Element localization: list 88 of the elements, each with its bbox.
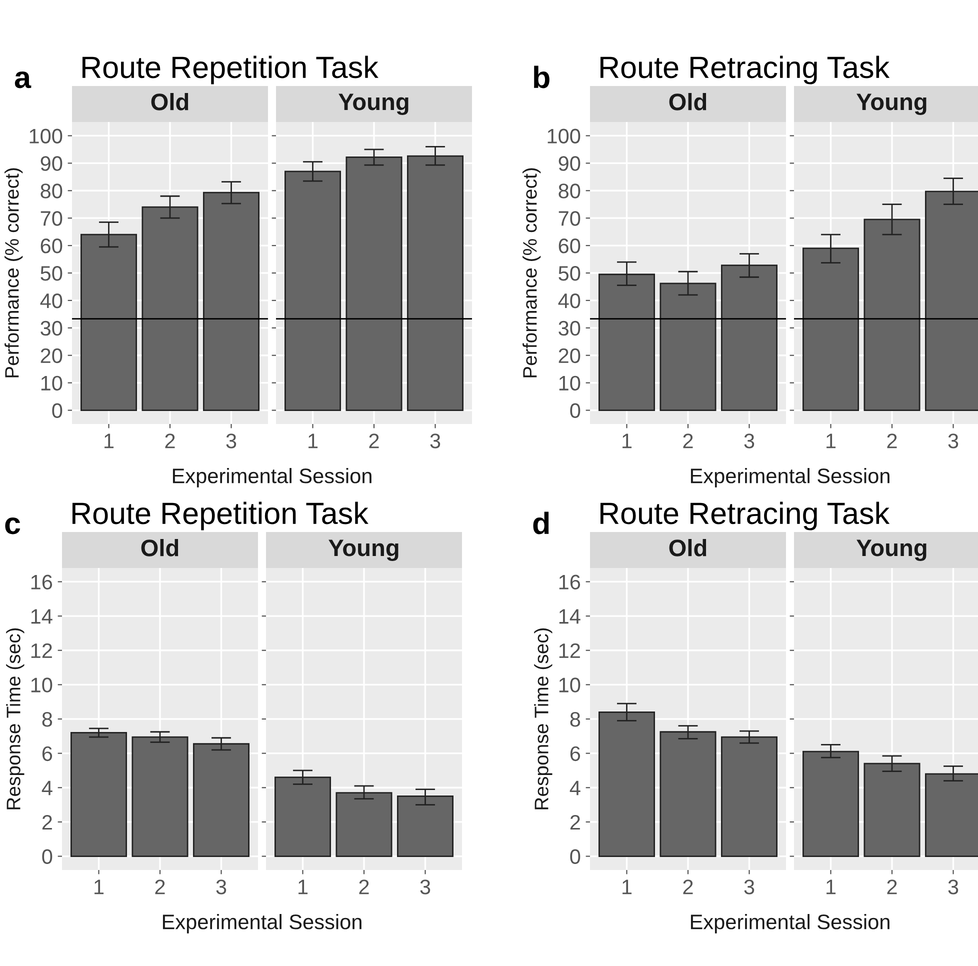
y-tick-label: 16	[31, 574, 52, 590]
x-tick-label: 1	[308, 434, 318, 448]
y-axis-title: Response Time (sec)	[534, 628, 552, 810]
x-tick-label: 3	[420, 880, 430, 894]
y-tick-label: 4	[42, 780, 52, 796]
text: Route Repetition Task	[82, 56, 378, 84]
y-tick-label: 100	[548, 128, 580, 144]
y-tick-label: 50	[558, 266, 580, 281]
x-tick-label: 2	[165, 434, 175, 448]
x-tick-label: 1	[622, 434, 632, 448]
x-tick-label: 3	[744, 880, 754, 894]
text: b	[534, 66, 550, 88]
y-tick-label: 12	[559, 643, 580, 658]
y-tick-label: 14	[559, 609, 580, 624]
y-tick-label: 30	[558, 320, 580, 336]
x-axis-title: Experimental Session	[172, 468, 372, 488]
chart-title: Young	[338, 94, 408, 116]
y-tick-label: 40	[558, 293, 580, 308]
x-tick-label: 3	[216, 880, 226, 894]
y-tick-label: 6	[42, 746, 52, 762]
text: Route Repetition Task	[72, 502, 368, 530]
y-tick-label: 10	[41, 376, 62, 391]
x-tick-label: 3	[226, 434, 236, 448]
x-tick-label: 3	[430, 434, 440, 448]
y-tick-label: 10	[559, 376, 580, 391]
y-tick-label: 60	[40, 238, 62, 254]
x-tick-label: 1	[826, 434, 836, 448]
y-tick-label: 30	[40, 320, 62, 336]
x-axis-title: Experimental Session	[690, 914, 890, 934]
y-axis-title: Response Time (sec)	[6, 628, 24, 810]
x-tick-label: 2	[683, 434, 693, 448]
y-tick-label: 8	[570, 712, 580, 727]
y-tick-label: 12	[31, 643, 52, 658]
x-tick-label: 2	[369, 434, 379, 448]
y-tick-label: 4	[570, 780, 580, 796]
x-tick-label: 3	[948, 434, 958, 448]
y-tick-label: 80	[558, 184, 580, 198]
y-tick-label: 80	[40, 184, 62, 198]
y-tick-label: 8	[42, 712, 52, 727]
x-tick-label: 2	[887, 434, 897, 448]
chart-title: Young	[856, 94, 926, 116]
x-tick-label: 1	[94, 880, 104, 894]
text: a	[14, 71, 32, 88]
y-tick-label: 60	[558, 238, 580, 254]
y-tick-label: 90	[40, 156, 62, 171]
y-tick-label: 16	[559, 574, 580, 590]
y-axis-title: Performance (% correct)	[522, 168, 541, 378]
y-tick-label: 0	[570, 403, 580, 418]
x-tick-label: 1	[622, 880, 632, 894]
x-tick-label: 1	[104, 434, 114, 448]
x-tick-label: 3	[744, 434, 754, 448]
y-tick-label: 10	[31, 678, 52, 692]
text: d	[533, 512, 549, 534]
y-tick-label: 0	[570, 849, 580, 864]
chart-title: Young	[328, 540, 398, 562]
text: c	[5, 517, 20, 534]
y-tick-label: 70	[40, 211, 62, 226]
y-axis-title: Performance (% correct)	[4, 168, 23, 378]
chart-title: Old	[141, 538, 178, 556]
y-tick-label: 90	[558, 156, 580, 171]
y-tick-label: 20	[558, 348, 580, 364]
y-tick-label: 2	[570, 814, 580, 830]
y-tick-label: 6	[570, 746, 580, 762]
y-tick-label: 70	[558, 211, 580, 226]
y-tick-label: 100	[30, 128, 62, 144]
chart-title: Old	[669, 92, 706, 110]
x-axis-title: Experimental Session	[690, 468, 890, 488]
text: Route Retracing Task	[600, 56, 890, 84]
text: Route Retracing Task	[600, 502, 890, 530]
x-tick-label: 3	[948, 880, 958, 894]
chart-title: Old	[669, 538, 706, 556]
y-tick-label: 40	[40, 293, 62, 308]
x-tick-label: 2	[359, 880, 369, 894]
y-tick-label: 20	[40, 348, 62, 364]
x-tick-label: 2	[683, 880, 693, 894]
y-tick-label: 10	[559, 678, 580, 692]
chart-title: Young	[856, 540, 926, 562]
x-axis-title: Experimental Session	[162, 914, 362, 934]
y-tick-label: 0	[42, 849, 52, 864]
x-tick-label: 1	[826, 880, 836, 894]
y-tick-label: 0	[52, 403, 62, 418]
y-tick-label: 14	[31, 609, 52, 624]
y-tick-label: 2	[42, 814, 52, 830]
y-tick-label: 50	[40, 266, 62, 281]
chart-title: Old	[151, 92, 188, 110]
x-tick-label: 1	[298, 880, 308, 894]
x-tick-label: 2	[887, 880, 897, 894]
x-tick-label: 2	[155, 880, 165, 894]
